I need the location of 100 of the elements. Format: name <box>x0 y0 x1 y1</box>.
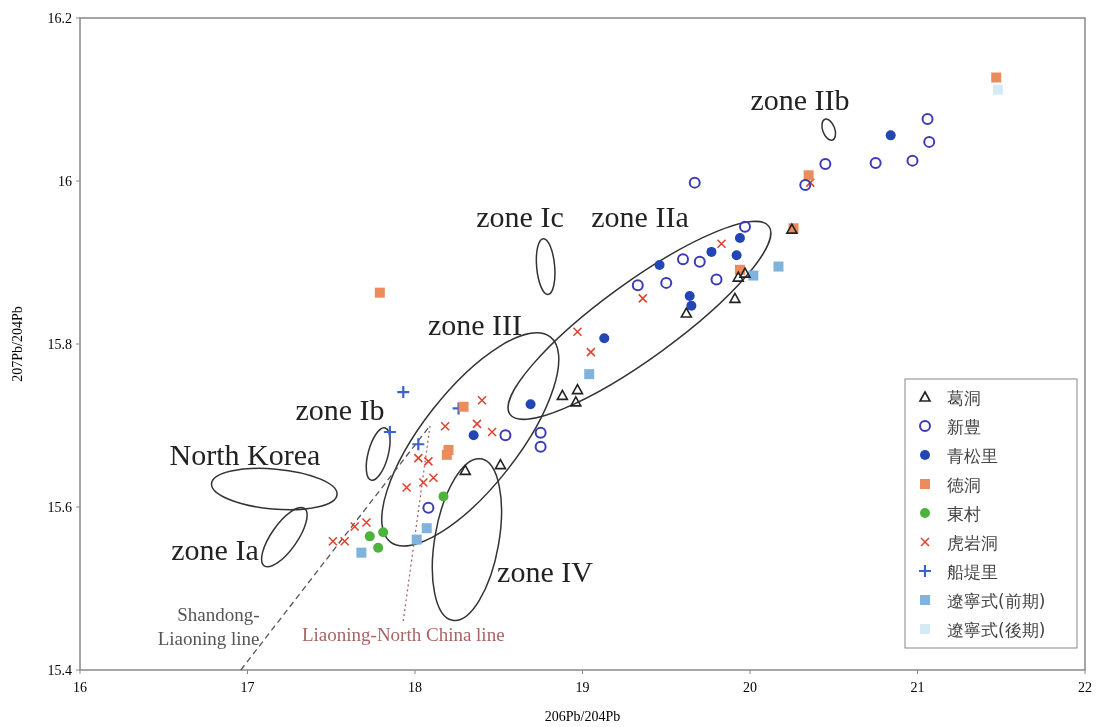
annotation: North Korea <box>169 438 321 471</box>
x-tick-label: 16 <box>73 680 87 695</box>
y-tick-label: 15.4 <box>47 663 72 678</box>
point <box>586 347 596 357</box>
point <box>428 472 439 483</box>
annotation: zone Ia <box>171 533 259 566</box>
x-tick-label: 17 <box>240 680 255 695</box>
annotation: zone Ib <box>295 393 385 426</box>
point <box>729 292 741 304</box>
point <box>382 424 397 440</box>
legend-label: 新豊 <box>947 417 981 437</box>
point <box>458 401 469 412</box>
point <box>803 170 814 181</box>
x-tick-label: 18 <box>408 680 422 695</box>
point <box>494 458 507 470</box>
series-label: Liaoning-North China line <box>301 624 505 646</box>
point <box>739 267 751 278</box>
x-tick-label: 20 <box>743 680 757 695</box>
annotation: zone III <box>427 308 523 341</box>
point <box>716 239 727 249</box>
point <box>349 521 360 532</box>
point <box>396 384 411 400</box>
point <box>706 246 717 257</box>
y-tick-label: 16.2 <box>47 11 72 26</box>
point <box>361 517 372 528</box>
point <box>459 464 472 476</box>
point <box>423 456 434 467</box>
series-label: Shandong- Liaoning line <box>157 603 260 649</box>
legend-label: 青松里 <box>947 446 998 466</box>
point <box>654 259 665 270</box>
point <box>869 157 882 170</box>
point <box>411 437 426 452</box>
legend-label: 遼寧式(後期) <box>947 620 1046 640</box>
point <box>819 157 832 170</box>
point <box>599 333 610 344</box>
point <box>923 135 936 148</box>
point <box>364 531 375 542</box>
y-axis-title: 207Pb/204Pb <box>10 306 25 382</box>
point <box>487 427 497 437</box>
point <box>572 327 583 337</box>
point <box>571 383 584 395</box>
annotation: zone IV <box>497 555 594 588</box>
point <box>468 430 479 441</box>
point <box>499 429 512 442</box>
point <box>732 271 745 282</box>
legend-label: 船堤里 <box>947 562 998 582</box>
point <box>477 395 487 405</box>
annotation: zone IIb <box>750 83 850 116</box>
point <box>570 396 582 407</box>
point <box>374 287 385 298</box>
point <box>686 300 697 311</box>
point <box>421 523 432 534</box>
point <box>684 290 695 301</box>
point <box>422 501 435 514</box>
x-axis-title: 206Pb/204Pb <box>544 709 621 724</box>
point <box>693 255 706 268</box>
point <box>680 307 693 318</box>
point <box>411 534 422 545</box>
point <box>731 250 742 261</box>
point <box>773 261 784 272</box>
point <box>991 72 1002 83</box>
y-tick-label: 16 <box>58 174 72 189</box>
point <box>584 369 595 380</box>
point <box>748 270 759 281</box>
point <box>413 453 424 463</box>
point <box>378 527 389 538</box>
point <box>418 477 429 488</box>
point <box>525 399 536 410</box>
point <box>660 276 673 289</box>
point <box>799 179 812 192</box>
point <box>373 542 384 553</box>
point <box>677 253 689 266</box>
point <box>328 536 338 546</box>
point <box>556 389 569 401</box>
point <box>401 482 412 493</box>
legend-label: 東村 <box>947 504 981 524</box>
point <box>472 419 482 429</box>
point <box>534 426 547 439</box>
y-tick-label: 15.8 <box>47 337 72 352</box>
legend-label: 葛洞 <box>947 388 981 408</box>
point <box>885 130 896 141</box>
point <box>534 440 547 453</box>
point <box>734 233 745 244</box>
point <box>440 421 450 432</box>
point <box>688 176 701 189</box>
point <box>441 449 452 460</box>
point <box>710 273 723 286</box>
y-tick-label: 15.6 <box>47 500 72 515</box>
x-tick-label: 21 <box>910 680 925 695</box>
legend-label: 虎岩洞 <box>947 533 998 553</box>
point <box>921 113 934 126</box>
legend-label: 徳洞 <box>947 475 981 495</box>
x-tick-label: 19 <box>575 680 590 695</box>
point <box>631 279 644 292</box>
point <box>906 154 919 167</box>
point <box>638 293 648 304</box>
x-tick-label: 22 <box>1078 680 1092 695</box>
point <box>438 491 449 502</box>
annotation: zone IIa <box>591 200 689 233</box>
point <box>805 177 816 188</box>
